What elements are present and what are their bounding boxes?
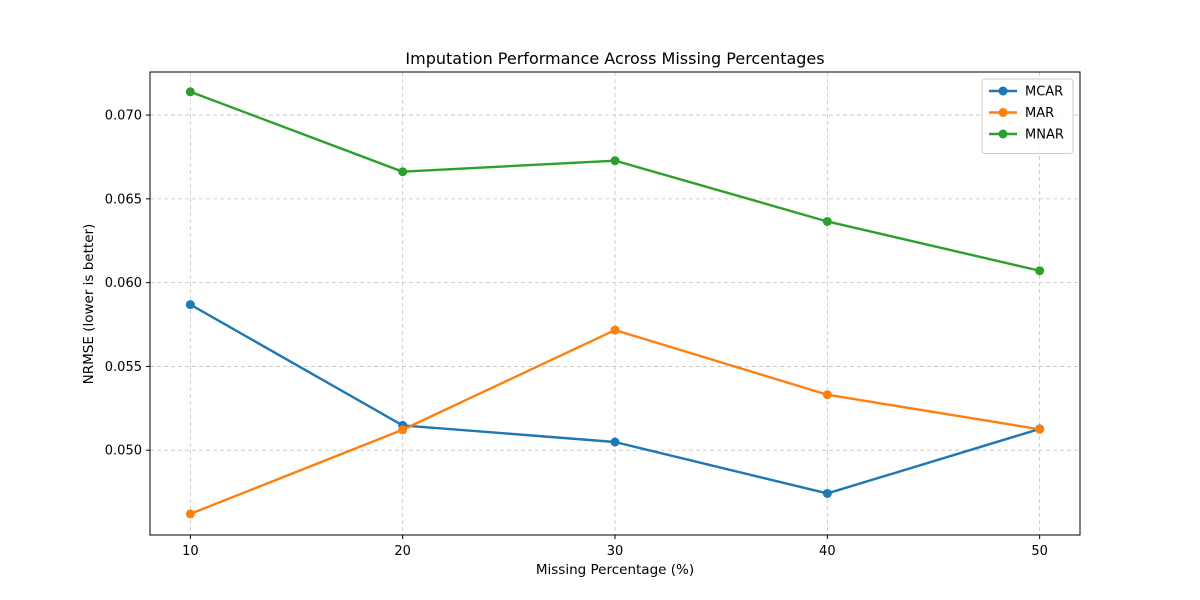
y-tick-label: 0.060	[105, 276, 142, 291]
legend-swatch-marker	[998, 108, 1008, 117]
data-point-mar	[185, 509, 195, 519]
legend-label: MAR	[1025, 106, 1054, 121]
y-tick-label: 0.050	[105, 444, 142, 459]
legend-swatch-marker	[998, 86, 1008, 96]
legend-item-mcar: MCAR	[989, 85, 1063, 100]
x-tick-label: 50	[1031, 544, 1048, 559]
data-point-mar	[398, 425, 408, 435]
data-point-mnar	[822, 216, 832, 226]
x-tick-label: 30	[607, 544, 624, 559]
legend-item-mnar: MNAR	[989, 128, 1064, 143]
data-point-mar	[610, 325, 620, 335]
data-point-mnar	[185, 87, 195, 97]
data-point-mcar	[822, 488, 832, 498]
x-tick-label: 40	[819, 544, 836, 559]
y-tick-label: 0.065	[105, 192, 142, 207]
chart-title: Imputation Performance Across Missing Pe…	[405, 49, 824, 68]
grid-layer	[150, 72, 1080, 535]
series-mar	[185, 325, 1045, 519]
legend: MCAR MAR MNAR	[981, 78, 1074, 154]
data-point-mnar	[398, 167, 408, 177]
x-tick-label: 20	[394, 544, 411, 559]
series-layer	[185, 87, 1045, 519]
data-point-mcar	[185, 300, 195, 310]
legend-item-mar: MAR	[989, 106, 1054, 121]
y-tick-label: 0.070	[105, 109, 142, 124]
data-point-mcar	[610, 437, 620, 447]
legend-label: MNAR	[1025, 128, 1064, 143]
y-tick-label: 0.055	[105, 360, 142, 375]
x-tick-label: 10	[182, 544, 199, 559]
legend-label: MCAR	[1025, 85, 1063, 100]
series-mnar	[185, 87, 1045, 276]
legend-swatch-marker	[998, 129, 1008, 139]
x-axis-label: Missing Percentage (%)	[536, 562, 694, 578]
data-point-mar	[1035, 424, 1045, 434]
data-point-mnar	[610, 156, 620, 166]
data-point-mar	[822, 390, 832, 400]
tick-layer: 10 20 30 40 50 0.050 0.055 0.060 0.065 0.070	[105, 109, 1048, 559]
data-point-mnar	[1035, 266, 1045, 276]
y-axis-label: NRMSE (lower is better)	[81, 224, 97, 385]
